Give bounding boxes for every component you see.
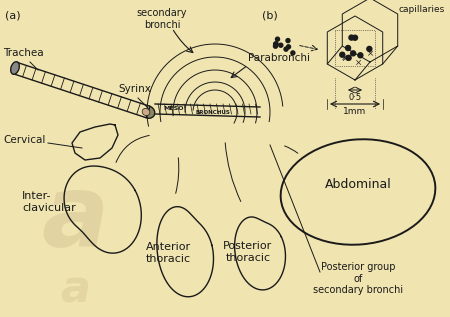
Text: Anterior
thoracic: Anterior thoracic [145, 242, 190, 264]
Circle shape [274, 42, 278, 46]
Text: Inter-
clavicular: Inter- clavicular [22, 191, 76, 213]
Circle shape [340, 52, 345, 57]
Circle shape [367, 46, 372, 51]
Ellipse shape [141, 106, 155, 118]
Text: MESO: MESO [163, 106, 184, 111]
Circle shape [291, 51, 295, 55]
Text: a: a [60, 268, 90, 312]
Circle shape [358, 53, 363, 58]
Text: a: a [41, 171, 109, 268]
Text: Parabronchi: Parabronchi [248, 53, 310, 63]
Text: 0·5: 0·5 [348, 93, 361, 102]
Text: Syrinx: Syrinx [118, 84, 151, 94]
Circle shape [346, 55, 351, 60]
Text: Posterior
thoracic: Posterior thoracic [223, 241, 273, 263]
Circle shape [274, 42, 278, 46]
Text: BRONCHUS: BRONCHUS [195, 109, 230, 114]
Circle shape [275, 37, 279, 41]
Circle shape [352, 35, 358, 40]
Circle shape [284, 47, 288, 51]
Text: Trachea: Trachea [3, 48, 44, 58]
Text: (b): (b) [262, 10, 278, 20]
Text: secondary
bronchi: secondary bronchi [137, 8, 187, 29]
Circle shape [279, 43, 283, 47]
Text: Posterior group
of
secondary bronchi: Posterior group of secondary bronchi [313, 262, 403, 295]
Ellipse shape [142, 108, 150, 116]
Circle shape [351, 51, 356, 56]
Circle shape [349, 35, 354, 40]
Text: (a): (a) [5, 10, 21, 20]
Circle shape [286, 39, 290, 42]
Text: 1mm: 1mm [343, 107, 367, 116]
Circle shape [346, 46, 351, 50]
Text: Cervical: Cervical [3, 135, 45, 145]
Ellipse shape [11, 62, 19, 74]
Text: Abdominal: Abdominal [324, 178, 392, 191]
Text: capillaries: capillaries [399, 5, 445, 14]
Circle shape [274, 44, 278, 48]
Polygon shape [13, 62, 150, 118]
Circle shape [287, 45, 291, 49]
